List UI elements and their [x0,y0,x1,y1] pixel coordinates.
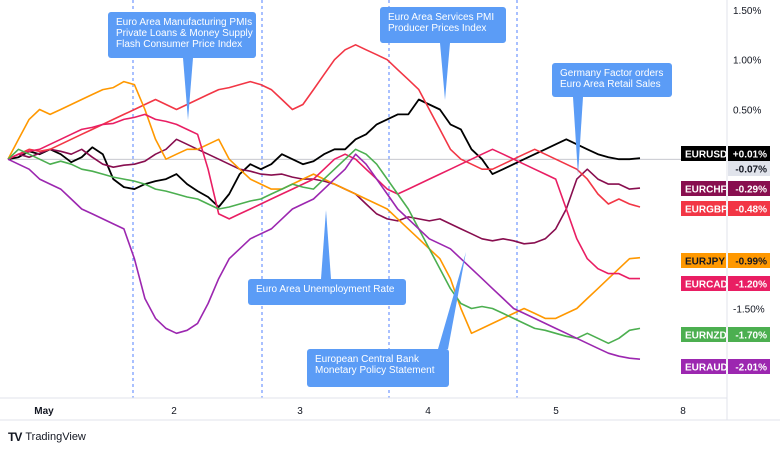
ticker-label-eurcad: EURCAD [685,280,728,291]
annotation-pointer [440,43,450,100]
value-label-bg [728,276,770,291]
series-line-eurnzd [7,148,641,345]
annotation-box [307,349,449,387]
x-tick-label: 2 [171,406,177,417]
value-label-bg [728,201,770,216]
annotation-text: Euro Area Manufacturing PMIs [116,17,252,28]
value-label: -1.70% [735,331,767,342]
value-label-bg [728,359,770,374]
value-label-bg [728,161,770,176]
x-tick-label: 3 [297,406,303,417]
ticker-label-bg [681,276,726,291]
annotation-text: Monetary Policy Statement [315,365,435,376]
ticker-label-eurusd: EURUSD [685,150,727,161]
annotation-box [552,63,672,97]
annotation-pointer [183,58,193,120]
value-label: -0.07% [735,165,767,176]
annotation-pointer [438,252,466,349]
x-tick-label: 4 [425,406,431,417]
value-label: -0.48% [735,205,767,216]
y-tick-label: -1.50% [733,304,765,315]
tradingview-label: TradingView [25,431,86,443]
annotation-box [248,279,406,305]
annotation-text: European Central Bank [315,354,420,365]
series-line-eurchf [7,138,641,245]
x-tick-label: 5 [553,406,559,417]
y-tick-label: 1.50% [733,6,761,17]
tradingview-mark-icon: TV [8,430,22,444]
ticker-label-bg [681,327,726,342]
series-line-eurusd [7,98,641,208]
value-label-bg [728,181,770,196]
value-label: -2.01% [735,363,767,374]
annotation-box [108,12,256,58]
annotation-text: Euro Area Services PMI [388,12,494,23]
annotation-text: Germany Factor orders [560,68,663,79]
series-line-eurgbp [7,43,641,208]
annotation-text: Euro Area Unemployment Rate [256,284,395,295]
value-label: +0.01% [733,150,767,161]
y-tick-label: 1.00% [733,56,761,67]
annotation-text: Flash Consumer Price Index [116,39,242,50]
value-label: -1.20% [735,280,767,291]
ticker-label-bg [681,253,726,268]
ticker-label-bg [681,146,726,161]
ticker-label-eurjpy: EURJPY [685,257,725,268]
series-line-euraud [7,153,641,360]
ticker-label-eurgbp: EURGBP [685,205,728,216]
series-line-eurcad [7,113,640,280]
annotation-pointer [573,97,583,175]
ticker-label-bg [681,359,726,374]
event-annotation: Euro Area Unemployment Rate [248,210,406,305]
value-label-bg [728,327,770,342]
value-label-bg [728,146,770,161]
ticker-label-eurchf: EURCHF [685,185,727,196]
annotation-text: Private Loans & Money Supply [116,28,253,39]
ticker-label-bg [681,181,726,196]
annotation-box [380,7,506,43]
ticker-label-bg [681,201,726,216]
annotation-text: Producer Prices Index [388,23,486,34]
annotation-text: Euro Area Retail Sales [560,79,661,90]
value-label-bg [728,253,770,268]
x-tick-label: May [34,406,54,417]
value-label: -0.99% [735,257,767,268]
tradingview-logo: TV TradingView [8,430,86,444]
y-tick-label: 0.50% [733,105,761,116]
ticker-label-euraud: EURAUD [685,363,728,374]
value-label: -0.29% [735,185,767,196]
ticker-label-eurnzd: EURNZD [685,331,727,342]
annotation-pointer [321,210,331,279]
x-tick-label: 8 [680,406,686,417]
